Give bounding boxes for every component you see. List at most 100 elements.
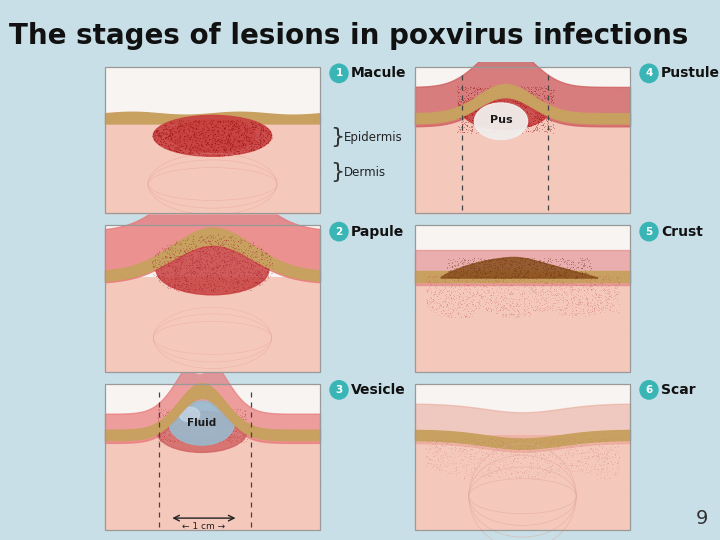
Point [192, 255, 203, 264]
Point [499, 257, 510, 266]
Point [488, 474, 500, 482]
Point [158, 421, 170, 429]
Point [184, 261, 195, 270]
Point [240, 410, 251, 418]
Point [168, 279, 179, 288]
Point [574, 309, 585, 318]
Point [454, 101, 466, 110]
Point [205, 422, 217, 431]
Point [255, 138, 266, 146]
Point [577, 261, 589, 269]
Point [444, 309, 456, 318]
Point [452, 82, 464, 91]
Point [512, 105, 523, 114]
Point [186, 124, 197, 133]
Point [179, 247, 191, 256]
Point [553, 435, 564, 444]
Point [220, 238, 231, 247]
Point [523, 259, 534, 268]
Point [220, 235, 232, 244]
Point [528, 126, 539, 135]
Point [217, 416, 229, 425]
Point [464, 102, 476, 111]
Point [223, 131, 235, 139]
Point [190, 130, 202, 138]
Point [467, 94, 478, 103]
Point [564, 444, 576, 453]
Point [214, 253, 225, 261]
Point [212, 237, 224, 246]
Point [466, 470, 477, 479]
Point [476, 294, 487, 302]
Point [201, 272, 212, 280]
Point [250, 267, 261, 275]
Point [573, 457, 585, 465]
Point [227, 431, 238, 440]
Point [503, 272, 514, 281]
Point [199, 238, 211, 246]
Point [580, 465, 592, 474]
Point [495, 306, 506, 314]
Point [225, 139, 237, 147]
Point [232, 149, 243, 158]
Point [155, 134, 166, 143]
Point [175, 122, 186, 131]
Point [432, 455, 444, 464]
Point [236, 118, 248, 126]
Point [510, 462, 521, 471]
Point [598, 468, 610, 476]
Point [153, 425, 164, 434]
Point [228, 246, 239, 254]
Point [197, 412, 209, 421]
Point [439, 282, 451, 291]
Point [179, 408, 190, 417]
Point [543, 468, 554, 477]
Point [196, 425, 207, 434]
Point [211, 117, 222, 125]
Point [570, 440, 581, 449]
Point [184, 145, 196, 153]
Point [469, 437, 481, 446]
Point [494, 126, 505, 134]
Point [160, 429, 171, 438]
Point [256, 274, 268, 282]
Point [174, 421, 186, 430]
Point [228, 137, 239, 145]
Point [241, 255, 253, 264]
Point [454, 125, 466, 134]
Point [473, 291, 485, 299]
Point [580, 456, 592, 465]
Point [470, 272, 482, 280]
Point [260, 264, 271, 273]
Point [507, 273, 518, 282]
Point [500, 453, 512, 462]
Point [456, 85, 468, 94]
Point [601, 310, 613, 319]
Point [505, 117, 516, 126]
Point [192, 141, 204, 150]
Point [502, 442, 513, 450]
Point [452, 87, 464, 96]
Point [480, 474, 491, 483]
Point [524, 308, 536, 317]
Point [504, 438, 516, 447]
Point [466, 474, 477, 482]
Point [495, 292, 506, 301]
Point [431, 447, 443, 456]
Point [482, 303, 493, 312]
Point [520, 453, 531, 462]
Point [252, 241, 264, 250]
Point [573, 276, 585, 285]
Point [490, 293, 502, 302]
Point [557, 278, 569, 287]
Point [604, 276, 616, 285]
Point [504, 93, 516, 102]
Point [527, 262, 539, 271]
Point [232, 404, 243, 413]
Point [535, 311, 546, 320]
Point [436, 454, 447, 462]
Point [541, 278, 553, 287]
Point [575, 437, 586, 446]
Point [232, 126, 243, 135]
Point [481, 306, 492, 314]
